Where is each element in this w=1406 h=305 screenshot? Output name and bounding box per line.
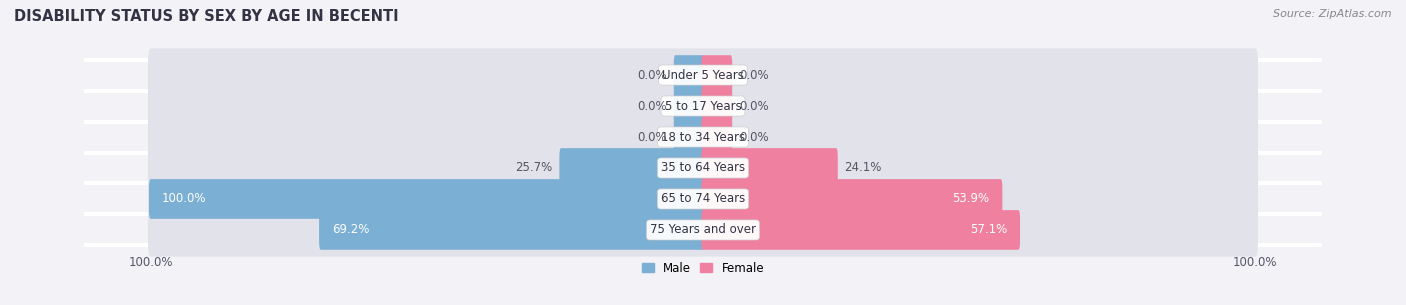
Text: DISABILITY STATUS BY SEX BY AGE IN BECENTI: DISABILITY STATUS BY SEX BY AGE IN BECEN… [14,9,399,24]
Text: 75 Years and over: 75 Years and over [650,224,756,236]
Text: 35 to 64 Years: 35 to 64 Years [661,161,745,174]
Text: 0.0%: 0.0% [637,131,666,144]
FancyBboxPatch shape [319,210,704,250]
FancyBboxPatch shape [148,110,1258,164]
Text: 25.7%: 25.7% [516,161,553,174]
Text: 57.1%: 57.1% [970,224,1007,236]
Legend: Male, Female: Male, Female [637,257,769,279]
Text: Under 5 Years: Under 5 Years [662,69,744,81]
Text: 24.1%: 24.1% [845,161,882,174]
FancyBboxPatch shape [702,210,1021,250]
FancyBboxPatch shape [148,79,1258,133]
FancyBboxPatch shape [702,55,733,95]
FancyBboxPatch shape [148,172,1258,226]
Text: 0.0%: 0.0% [740,99,769,113]
Text: Source: ZipAtlas.com: Source: ZipAtlas.com [1274,9,1392,19]
FancyBboxPatch shape [673,86,704,126]
Text: 100.0%: 100.0% [162,192,207,206]
Text: 0.0%: 0.0% [637,69,666,81]
Text: 18 to 34 Years: 18 to 34 Years [661,131,745,144]
FancyBboxPatch shape [560,148,704,188]
Text: 53.9%: 53.9% [952,192,990,206]
FancyBboxPatch shape [148,48,1258,102]
FancyBboxPatch shape [673,117,704,157]
FancyBboxPatch shape [148,203,1258,257]
FancyBboxPatch shape [702,86,733,126]
FancyBboxPatch shape [702,117,733,157]
FancyBboxPatch shape [673,55,704,95]
FancyBboxPatch shape [702,179,1002,219]
FancyBboxPatch shape [702,148,838,188]
Text: 0.0%: 0.0% [740,69,769,81]
Text: 69.2%: 69.2% [332,224,370,236]
Text: 5 to 17 Years: 5 to 17 Years [665,99,741,113]
Text: 0.0%: 0.0% [740,131,769,144]
Text: 65 to 74 Years: 65 to 74 Years [661,192,745,206]
Text: 0.0%: 0.0% [637,99,666,113]
FancyBboxPatch shape [149,179,704,219]
FancyBboxPatch shape [148,141,1258,195]
